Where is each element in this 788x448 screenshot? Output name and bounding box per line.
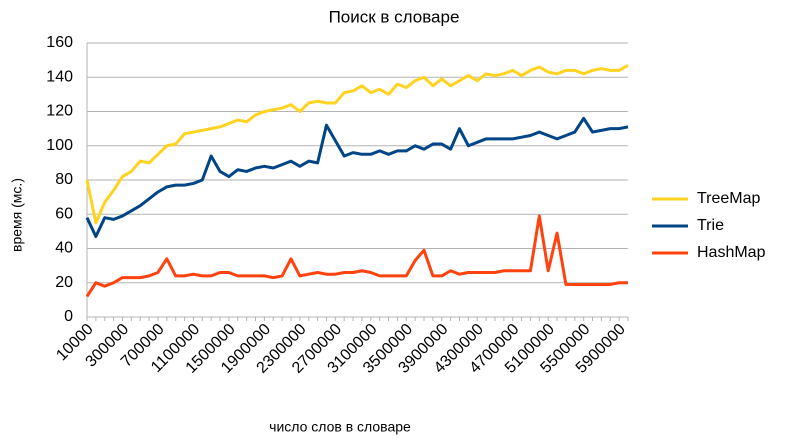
series-line <box>85 116 629 239</box>
y-tick-label: 20 <box>55 274 73 291</box>
y-tick-label: 120 <box>46 103 73 120</box>
legend-label: HashMap <box>697 244 766 261</box>
legend-label: TreeMap <box>697 190 761 207</box>
y-tick-label: 100 <box>46 137 73 154</box>
legend-label: Trie <box>697 217 724 234</box>
y-tick-label: 80 <box>55 171 73 188</box>
x-axis-label: число слов в словаре <box>269 419 411 435</box>
y-tick-label: 60 <box>55 205 73 222</box>
y-tick-label: 0 <box>64 308 73 325</box>
series-line <box>85 63 629 225</box>
series-line <box>85 214 628 298</box>
y-tick-label: 160 <box>46 34 73 51</box>
y-tick-label: 140 <box>46 68 73 85</box>
chart-title: Поиск в словаре <box>329 7 460 26</box>
y-tick-label: 40 <box>55 240 73 257</box>
y-axis-label: время (мс.) <box>9 178 25 252</box>
